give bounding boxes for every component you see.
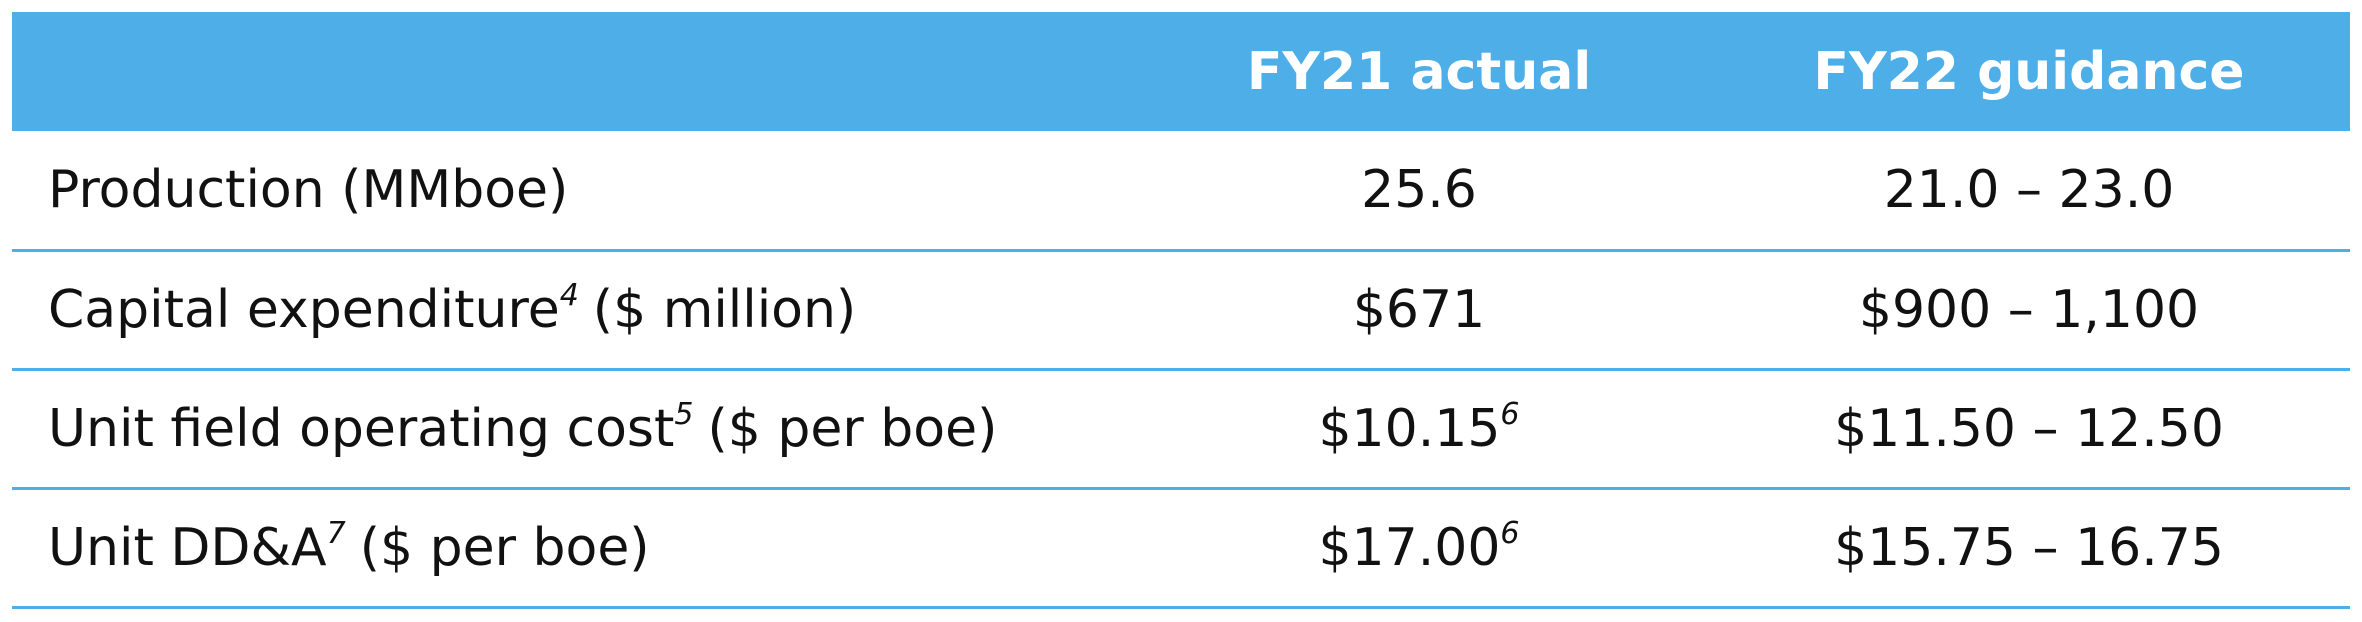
table-row: Production (MMboe) 25.6 21.0 – 23.0: [12, 131, 2350, 250]
fy21-value: $17.00: [1318, 517, 1501, 578]
footnote-ref: 6: [1500, 515, 1520, 551]
header-cell: FY21 actual: [1246, 41, 1592, 102]
fy22-value: 21.0 – 23.0: [1883, 159, 2175, 220]
header-cell: FY22 guidance: [1813, 41, 2245, 102]
fy22-value: $900 – 1,100: [1858, 279, 2200, 340]
row-label: Unit field operating cost: [48, 398, 675, 459]
fy22-cell: $15.75 – 16.75: [1708, 488, 2350, 607]
fy22-value: $15.75 – 16.75: [1834, 517, 2224, 578]
fy21-value: 25.6: [1361, 159, 1477, 220]
table-header: FY21 actual FY22 guidance: [12, 12, 2350, 131]
row-label-cell: Capital expenditure4 ($ million): [12, 250, 1130, 369]
row-unit: ($ per boe): [707, 398, 998, 459]
guidance-table: FY21 actual FY22 guidance Production (MM…: [12, 12, 2350, 609]
fy22-cell: 21.0 – 23.0: [1708, 131, 2350, 250]
row-unit: ($ per boe): [359, 517, 650, 578]
footnote-ref: 4: [559, 277, 579, 313]
fy22-cell: $11.50 – 12.50: [1708, 369, 2350, 488]
table-row: Capital expenditure4 ($ million) $671 $900 …: [12, 250, 2350, 369]
fy21-cell: $17.006: [1130, 488, 1708, 607]
table-row: Unit DD&A7 ($ per boe) $17.006 $15.75 – 16.…: [12, 488, 2350, 607]
row-label-cell: Unit DD&A7 ($ per boe): [12, 488, 1130, 607]
footnote-ref: 7: [326, 515, 346, 551]
table-container: FY21 actual FY22 guidance Production (MM…: [12, 12, 2350, 609]
table-body: Production (MMboe) 25.6 21.0 – 23.0 Capital…: [12, 131, 2350, 607]
fy22-cell: $900 – 1,100: [1708, 250, 2350, 369]
fy21-cell: 25.6: [1130, 131, 1708, 250]
fy21-value: $671: [1352, 279, 1486, 340]
footnote-ref: 5: [674, 396, 694, 432]
row-unit: ($ million): [592, 279, 857, 340]
fy22-value: $11.50 – 12.50: [1834, 398, 2224, 459]
row-label-cell: Unit field operating cost5 ($ per boe): [12, 369, 1130, 488]
header-row: FY21 actual FY22 guidance: [12, 12, 2350, 131]
header-cell: [12, 12, 1130, 131]
row-label: Production (MMboe): [48, 159, 569, 220]
row-label: Unit DD&A: [48, 517, 327, 578]
fy21-cell: $671: [1130, 250, 1708, 369]
table-row: Unit field operating cost5 ($ per boe) $10…: [12, 369, 2350, 488]
row-label-cell: Production (MMboe): [12, 131, 1130, 250]
footnote-ref: 6: [1500, 396, 1520, 432]
fy21-value: $10.15: [1318, 398, 1501, 459]
row-label: Capital expenditure: [48, 279, 560, 340]
fy21-cell: $10.156: [1130, 369, 1708, 488]
